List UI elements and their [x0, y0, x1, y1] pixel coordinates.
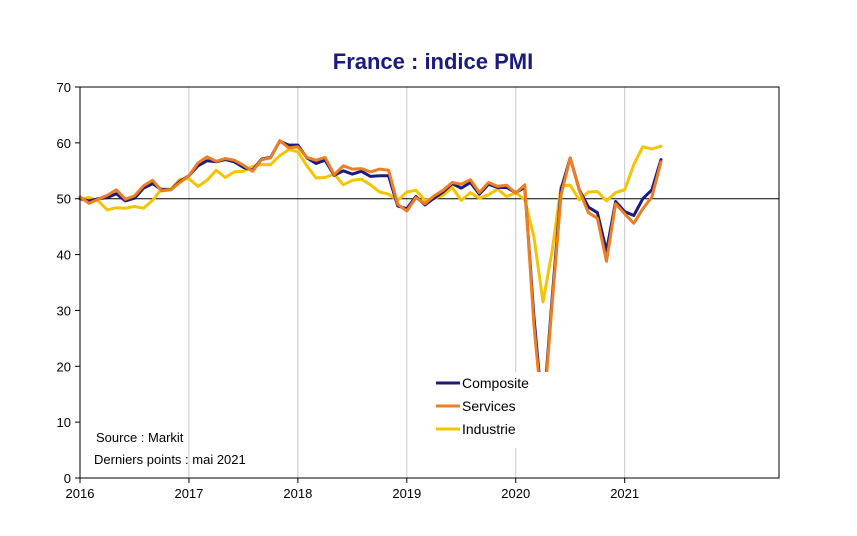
- x-tick-label: 2018: [283, 486, 312, 501]
- x-tick-label: 2021: [610, 486, 639, 501]
- x-tick-label: 2020: [501, 486, 530, 501]
- legend-background: [410, 372, 570, 448]
- legend-label-industrie: Industrie: [462, 421, 516, 437]
- source-note: Source : Markit: [96, 430, 184, 445]
- series-line-composite: [78, 139, 663, 418]
- y-tick-label: 10: [57, 415, 71, 430]
- series-line-services: [78, 139, 663, 423]
- y-tick-label: 50: [57, 192, 71, 207]
- chart-title: France : indice PMI: [333, 49, 534, 74]
- plot-frame: [79, 86, 780, 479]
- last-points-note: Derniers points : mai 2021: [94, 452, 246, 467]
- source-notes: Source : Markit Derniers points : mai 20…: [94, 430, 246, 467]
- y-tick-label: 0: [64, 471, 71, 486]
- x-tick-label: 2017: [174, 486, 203, 501]
- y-tick-label: 20: [57, 359, 71, 374]
- series-layer: [78, 139, 663, 423]
- x-tick-label: 2016: [66, 486, 95, 501]
- legend-label-services: Services: [462, 398, 516, 414]
- x-axis: 2016 2017 2018 2019 2020 2021: [66, 478, 639, 501]
- y-tick-label: 30: [57, 303, 71, 318]
- legend: Composite Services Industrie: [410, 372, 570, 448]
- y-tick-label: 40: [57, 248, 71, 263]
- y-tick-label: 70: [57, 80, 71, 95]
- x-tick-label: 2019: [392, 486, 421, 501]
- y-axis: 0 10 20 30 40 50 60 70: [57, 80, 80, 486]
- legend-label-composite: Composite: [462, 375, 529, 391]
- y-tick-label: 60: [57, 136, 71, 151]
